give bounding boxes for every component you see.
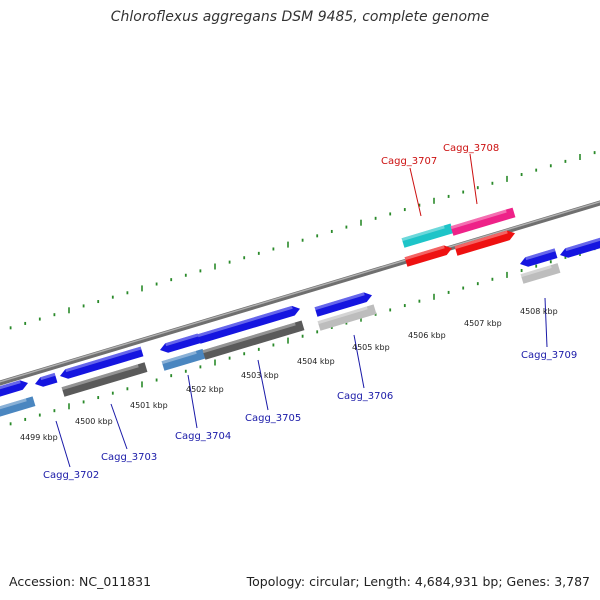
gene-cagg3709-lower-shine <box>520 265 552 278</box>
tick-label-4508: 4508 kbp <box>520 307 558 316</box>
gene-cagg3702-lower-shine <box>0 398 27 411</box>
gene-cagg3705-lower-body <box>202 320 305 360</box>
label-leader-lines <box>55 153 548 468</box>
accession-text: Accession: NC_011831 <box>9 574 152 589</box>
gene-cagg3709-upper <box>520 248 558 267</box>
gene-label-cagg-3707: Cagg_3707 <box>381 156 437 167</box>
gene-label-cagg-3703: Cagg_3703 <box>101 452 157 463</box>
tick-label-4499: 4499 kbp <box>20 433 58 442</box>
gene-cagg3707-top-body <box>401 223 454 248</box>
gene-cagg3703-upper-shine <box>65 346 142 373</box>
tick-labels: 4499 kbp 4500 kbp 4501 kbp 4502 kbp 4503 kbp… <box>20 307 558 442</box>
upper-tick-track <box>9 151 596 330</box>
gene-cagg3702-upper <box>0 380 28 397</box>
leader-cagg-3706 <box>353 334 365 389</box>
tick-label-4500: 4500 kbp <box>75 417 113 426</box>
gene-cagg3702-lower-body <box>0 396 36 417</box>
gene-cagg3704-lower-shine <box>161 350 197 365</box>
tick-label-4504: 4504 kbp <box>297 357 335 366</box>
genome-summary-text: Topology: circular; Length: 4,684,931 bp… <box>246 574 590 589</box>
gene-cagg3708-top-shine <box>450 209 507 230</box>
gene-cagg3706-upper-shine <box>314 292 365 311</box>
gene-cagg3709-lower-body <box>520 263 561 284</box>
gene-cagg3708-red-body <box>454 230 516 256</box>
gene-cagg3708-top-body <box>450 207 516 236</box>
tick-label-4503: 4503 kbp <box>241 371 279 380</box>
gene-cagg3705-lower-shine <box>202 322 296 354</box>
gene-cagg3704-upper-shine <box>165 333 199 347</box>
leader-cagg-3705 <box>257 359 269 411</box>
gene-cagg3706-upper <box>314 292 373 317</box>
gene-cagg3704-lower <box>161 348 206 371</box>
gene-cagg3703-lower-body <box>61 362 148 397</box>
leader-cagg-3704 <box>187 374 198 429</box>
leader-cagg-3708 <box>469 153 478 205</box>
gene-cagg3702-lower <box>0 396 36 417</box>
gene-small-blue <box>35 372 58 387</box>
gene-label-cagg-3702: Cagg_3702 <box>43 470 99 481</box>
gene-cagg3704-upper <box>160 333 201 353</box>
gene-cagg3706-upper-body <box>314 292 373 317</box>
gene-cagg3705-upper-shine <box>197 305 293 338</box>
gene-cagg3707-red <box>404 245 452 267</box>
genome-title: Chloroflexus aggregans DSM 9485, complet… <box>110 9 490 25</box>
gene-cagg3706-lower <box>317 304 377 331</box>
gene-cagg3703-upper-body <box>60 346 144 379</box>
gene-cagg3708-top <box>450 207 516 236</box>
gene-cagg3707-top <box>401 223 454 248</box>
tick-label-4501: 4501 kbp <box>130 401 168 410</box>
gene-label-cagg-3706: Cagg_3706 <box>337 391 393 402</box>
gene-cagg3709-upper-shine <box>525 248 556 261</box>
tick-label-4506: 4506 kbp <box>408 331 446 340</box>
gene-features <box>0 207 600 417</box>
gene-next-blue-body <box>560 235 600 258</box>
gene-cagg3708-red <box>454 230 516 256</box>
gene-cagg3708-red-shine <box>454 230 508 250</box>
gene-cagg3705-lower <box>202 320 305 360</box>
tick-label-4502: 4502 kbp <box>186 385 224 394</box>
gene-cagg3703-upper <box>60 346 144 379</box>
gene-small-blue-body <box>35 372 58 387</box>
gene-cagg3707-top-shine <box>401 225 445 242</box>
tick-label-4507: 4507 kbp <box>464 319 502 328</box>
gene-cagg3705-upper-body <box>197 305 301 344</box>
lower-tick-track <box>9 247 596 426</box>
gene-cagg3707-red-body <box>404 245 452 267</box>
gene-cagg3702-upper-shine <box>0 380 21 391</box>
gene-label-cagg-3705: Cagg_3705 <box>245 413 301 424</box>
leader-cagg-3707 <box>409 167 422 217</box>
backbone-highlight <box>0 201 600 383</box>
gene-cagg3704-lower-body <box>161 348 206 371</box>
gene-label-cagg-3704: Cagg_3704 <box>175 431 231 442</box>
gene-cagg3709-upper-body <box>520 248 558 267</box>
gene-label-cagg-3708: Cagg_3708 <box>443 143 499 154</box>
gene-cagg3707-red-shine <box>404 245 445 261</box>
leader-cagg-3709 <box>544 297 548 348</box>
gene-small-blue-shine <box>40 372 56 381</box>
gene-cagg3709-lower <box>520 263 561 284</box>
gene-cagg3703-lower <box>61 362 148 397</box>
gene-label-cagg-3709: Cagg_3709 <box>521 350 577 361</box>
gene-next-blue-shine <box>565 235 600 252</box>
tick-label-4505: 4505 kbp <box>352 343 390 352</box>
gene-cagg3706-lower-shine <box>317 306 368 325</box>
gene-cagg3703-lower-shine <box>61 364 139 391</box>
gene-next-blue <box>560 235 600 258</box>
gene-cagg3702-upper-body <box>0 380 28 397</box>
gene-cagg3706-lower-body <box>317 304 377 331</box>
gene-cagg3705-upper <box>197 305 301 344</box>
leader-cagg-3702 <box>55 420 71 468</box>
leader-cagg-3703 <box>110 403 128 450</box>
gene-cagg3704-upper-body <box>160 333 201 353</box>
